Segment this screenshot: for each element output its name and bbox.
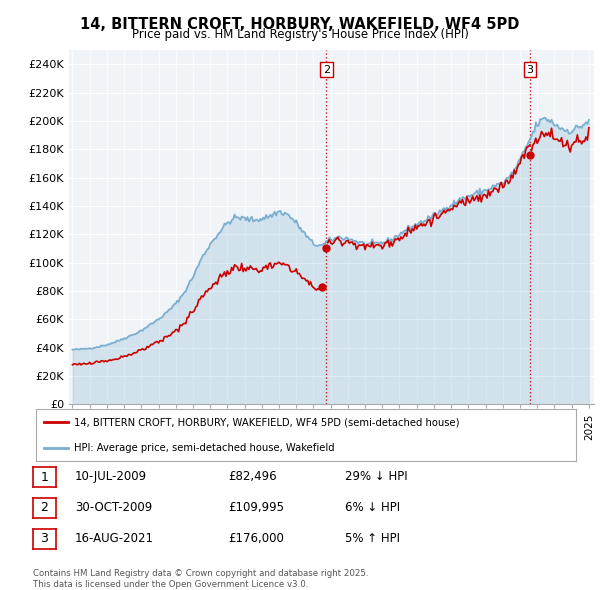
Text: 5% ↑ HPI: 5% ↑ HPI: [345, 532, 400, 545]
Text: 30-OCT-2009: 30-OCT-2009: [75, 501, 152, 514]
Text: £109,995: £109,995: [228, 501, 284, 514]
Text: £82,496: £82,496: [228, 470, 277, 483]
Text: 6% ↓ HPI: 6% ↓ HPI: [345, 501, 400, 514]
Text: £176,000: £176,000: [228, 532, 284, 545]
Text: 10-JUL-2009: 10-JUL-2009: [75, 470, 147, 483]
Text: 2: 2: [40, 502, 49, 514]
Text: 29% ↓ HPI: 29% ↓ HPI: [345, 470, 407, 483]
Text: 14, BITTERN CROFT, HORBURY, WAKEFIELD, WF4 5PD: 14, BITTERN CROFT, HORBURY, WAKEFIELD, W…: [80, 17, 520, 31]
Text: Contains HM Land Registry data © Crown copyright and database right 2025.
This d: Contains HM Land Registry data © Crown c…: [33, 569, 368, 589]
Text: 2: 2: [323, 65, 330, 74]
Text: HPI: Average price, semi-detached house, Wakefield: HPI: Average price, semi-detached house,…: [74, 444, 334, 453]
Text: Price paid vs. HM Land Registry's House Price Index (HPI): Price paid vs. HM Land Registry's House …: [131, 28, 469, 41]
Text: 3: 3: [40, 532, 49, 545]
Text: 16-AUG-2021: 16-AUG-2021: [75, 532, 154, 545]
Text: 14, BITTERN CROFT, HORBURY, WAKEFIELD, WF4 5PD (semi-detached house): 14, BITTERN CROFT, HORBURY, WAKEFIELD, W…: [74, 418, 460, 427]
Text: 3: 3: [527, 65, 533, 74]
Text: 1: 1: [40, 471, 49, 484]
